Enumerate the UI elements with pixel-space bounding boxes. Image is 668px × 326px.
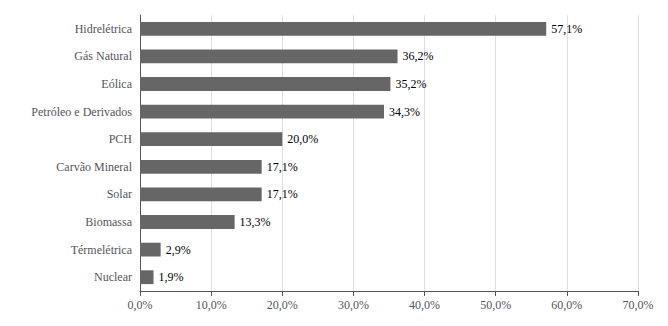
svg-text:Petróleo e Derivados: Petróleo e Derivados <box>31 105 132 119</box>
svg-text:40,0%: 40,0% <box>409 298 440 312</box>
svg-text:Térmelétrica: Térmelétrica <box>71 243 133 257</box>
svg-text:1,9%: 1,9% <box>159 270 184 284</box>
svg-text:20,0%: 20,0% <box>267 298 298 312</box>
svg-text:13,3%: 13,3% <box>240 215 271 229</box>
svg-text:10,0%: 10,0% <box>196 298 227 312</box>
svg-text:Carvão Mineral: Carvão Mineral <box>56 160 132 174</box>
svg-text:17,1%: 17,1% <box>267 160 298 174</box>
svg-text:0,0%: 0,0% <box>128 298 153 312</box>
svg-text:Hidrelétrica: Hidrelétrica <box>75 22 133 36</box>
svg-text:PCH: PCH <box>109 132 133 146</box>
svg-text:Eólica: Eólica <box>101 77 132 91</box>
svg-text:Nuclear: Nuclear <box>94 270 132 284</box>
svg-text:17,1%: 17,1% <box>267 187 298 201</box>
svg-text:Solar: Solar <box>107 187 132 201</box>
svg-text:20,0%: 20,0% <box>287 132 318 146</box>
svg-text:30,0%: 30,0% <box>338 298 369 312</box>
svg-text:60,0%: 60,0% <box>551 298 582 312</box>
svg-text:35,2%: 35,2% <box>395 77 426 91</box>
svg-text:2,9%: 2,9% <box>166 243 191 257</box>
svg-text:57,1%: 57,1% <box>551 22 582 36</box>
svg-text:34,3%: 34,3% <box>389 105 420 119</box>
svg-text:70,0%: 70,0% <box>623 298 654 312</box>
svg-text:36,2%: 36,2% <box>403 49 434 63</box>
svg-text:50,0%: 50,0% <box>480 298 511 312</box>
svg-text:Biomassa: Biomassa <box>85 215 132 229</box>
svg-text:Gás Natural: Gás Natural <box>74 49 132 63</box>
